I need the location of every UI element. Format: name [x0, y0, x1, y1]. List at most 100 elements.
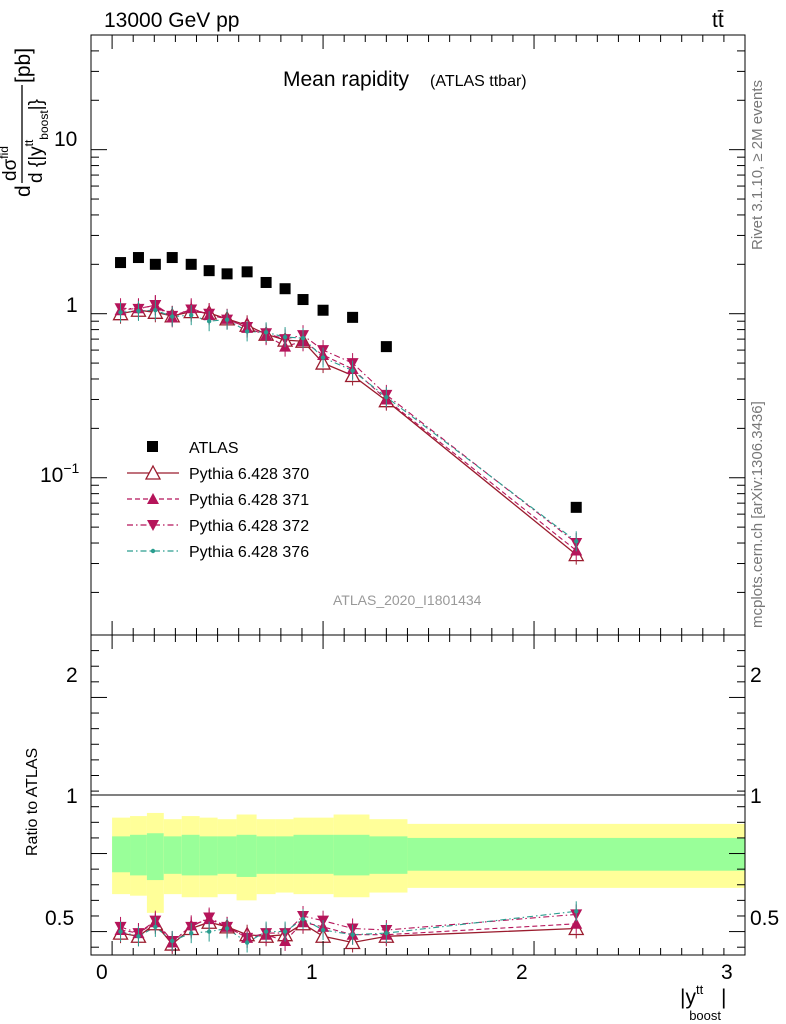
- mc-point-3-0: [118, 310, 123, 315]
- analysis-watermark: ATLAS_2020_I1801434: [333, 592, 482, 608]
- band-green-14: [407, 837, 745, 871]
- ratio-point-3-14: [574, 909, 579, 914]
- atlas-point-4: [185, 258, 197, 270]
- mc-point-3-11: [320, 355, 326, 360]
- mc-point-3-10: [300, 335, 306, 341]
- mc-point-3-6: [224, 317, 230, 322]
- legend-marker-atlas: [147, 441, 158, 452]
- ylabel-d: d: [12, 185, 35, 197]
- atlas-point-12: [347, 311, 359, 323]
- legend-marker-376: [150, 548, 156, 554]
- band-green-10: [293, 834, 313, 874]
- band-green-9: [275, 836, 294, 874]
- atlas-point-3: [166, 252, 178, 264]
- band-green-3: [163, 836, 182, 874]
- energy-label: 13000 GeV pp: [104, 9, 239, 32]
- ratio-line-3: [120, 910, 577, 944]
- band-green-4: [181, 834, 200, 876]
- ratio-point-3-12: [350, 932, 355, 937]
- ylabel-numerator: dσfid: [0, 146, 21, 181]
- ratio-point-3-7: [244, 940, 250, 945]
- band-green-8: [256, 836, 276, 874]
- mc-point-3-1: [136, 308, 141, 314]
- ratio-point-3-3: [170, 938, 175, 944]
- ratio-point-3-10: [300, 916, 306, 922]
- main-panel: Mean rapidity (ATLAS ttbar) ATLAS_2020_I…: [0, 34, 746, 636]
- atlas-point-11: [317, 304, 329, 316]
- ratio-point-3-13: [384, 930, 389, 936]
- ratio-point-3-6: [224, 926, 230, 931]
- mc-line-3: [120, 309, 577, 542]
- plot-title: Mean rapidity: [283, 68, 410, 91]
- ratio-markers: [112, 901, 585, 955]
- ratio-point-3-2: [153, 924, 158, 930]
- ratio-point-3-4: [189, 930, 194, 936]
- mc-point-3-9: [282, 334, 288, 340]
- ratio-ytick-05-right: 0.5: [750, 907, 779, 930]
- plot-subtitle: (ATLAS ttbar): [430, 73, 527, 90]
- atlas-point-0: [115, 257, 127, 269]
- xtick-label-2: 2: [516, 961, 528, 984]
- ratio-point-3-8: [263, 929, 269, 934]
- ratio-point-3-0: [118, 929, 123, 934]
- mc-point-3-13: [384, 394, 389, 400]
- xtick-label-3: 3: [721, 961, 733, 984]
- ratio-point-3-1: [136, 934, 141, 939]
- mc-line-1: [120, 305, 577, 551]
- band-green-2: [146, 833, 164, 881]
- mc-point-3-2: [153, 308, 158, 313]
- mc-point-3-5: [206, 319, 212, 324]
- band-green-13: [369, 836, 408, 874]
- ytick-label-10: 10: [54, 128, 77, 151]
- ylabel-unit: [pb]: [12, 48, 35, 83]
- ytick-label-0p1: 10−1: [40, 460, 80, 487]
- xtick-label-0: 0: [96, 961, 108, 984]
- legend-label-371: Pythia 6.428 371: [189, 492, 309, 509]
- band-green-6: [217, 836, 237, 874]
- legend-entry-372: Pythia 6.428 372: [127, 518, 309, 535]
- ratio-point-3-11: [320, 927, 326, 933]
- ytick-label-1: 1: [66, 294, 78, 317]
- ratio-point-3-9: [282, 929, 288, 934]
- ratio-ytick-1-right: 1: [750, 785, 762, 808]
- band-green-1: [130, 834, 147, 876]
- band-green-12: [333, 834, 370, 876]
- rivet-version-label: Rivet 3.1.10, ≥ 2M events: [749, 80, 766, 250]
- band-green-5: [199, 836, 218, 876]
- legend-label-376: Pythia 6.428 376: [189, 544, 309, 561]
- ratio-ytick-1-left: 1: [66, 785, 78, 808]
- legend-entry-376: Pythia 6.428 376: [127, 544, 309, 561]
- atlas-point-1: [132, 252, 144, 264]
- legend: ATLAS Pythia 6.428 370 Pythia 6.428 371 …: [127, 440, 309, 561]
- ratio-line-1: [120, 918, 577, 944]
- main-axis-ticks: [90, 34, 746, 635]
- legend-entry-371: Pythia 6.428 371: [127, 492, 309, 509]
- mc-point-3-12: [350, 368, 355, 373]
- atlas-point-14: [570, 501, 582, 513]
- legend-label-372: Pythia 6.428 372: [189, 518, 309, 535]
- mcplots-source-label: mcplots.cern.ch [arXiv:1306.3436]: [749, 401, 766, 628]
- ratio-point-2-5: [203, 912, 216, 924]
- ratio-frame: [90, 634, 746, 956]
- atlas-point-6: [221, 268, 233, 280]
- mc-point-3-14: [574, 539, 579, 544]
- data-markers: [112, 252, 585, 565]
- ratio-ytick-2-right: 2: [750, 664, 762, 687]
- x-axis-label: |ytt boost|: [680, 982, 726, 1023]
- atlas-point-13: [380, 341, 392, 353]
- legend-marker-370: [144, 464, 162, 480]
- main-ylabel: d dσfid d {|yttboost|} [pb]: [0, 48, 51, 197]
- mc-point-3-8: [263, 330, 269, 335]
- atlas-point-10: [297, 294, 309, 306]
- ratio-ytick-2-left: 2: [66, 664, 78, 687]
- mc-line-2: [120, 304, 577, 544]
- atlas-point-7: [241, 266, 253, 278]
- legend-entry-370: Pythia 6.428 370: [127, 464, 309, 483]
- atlas-point-8: [260, 276, 272, 288]
- ratio-panel: 2 1 0.5 2 1 0.5 Ratio to ATLAS: [24, 634, 779, 956]
- legend-marker-371: [147, 493, 159, 504]
- legend-label-atlas: ATLAS: [189, 440, 239, 457]
- atlas-point-5: [203, 265, 215, 277]
- xtick-label-1: 1: [306, 961, 318, 984]
